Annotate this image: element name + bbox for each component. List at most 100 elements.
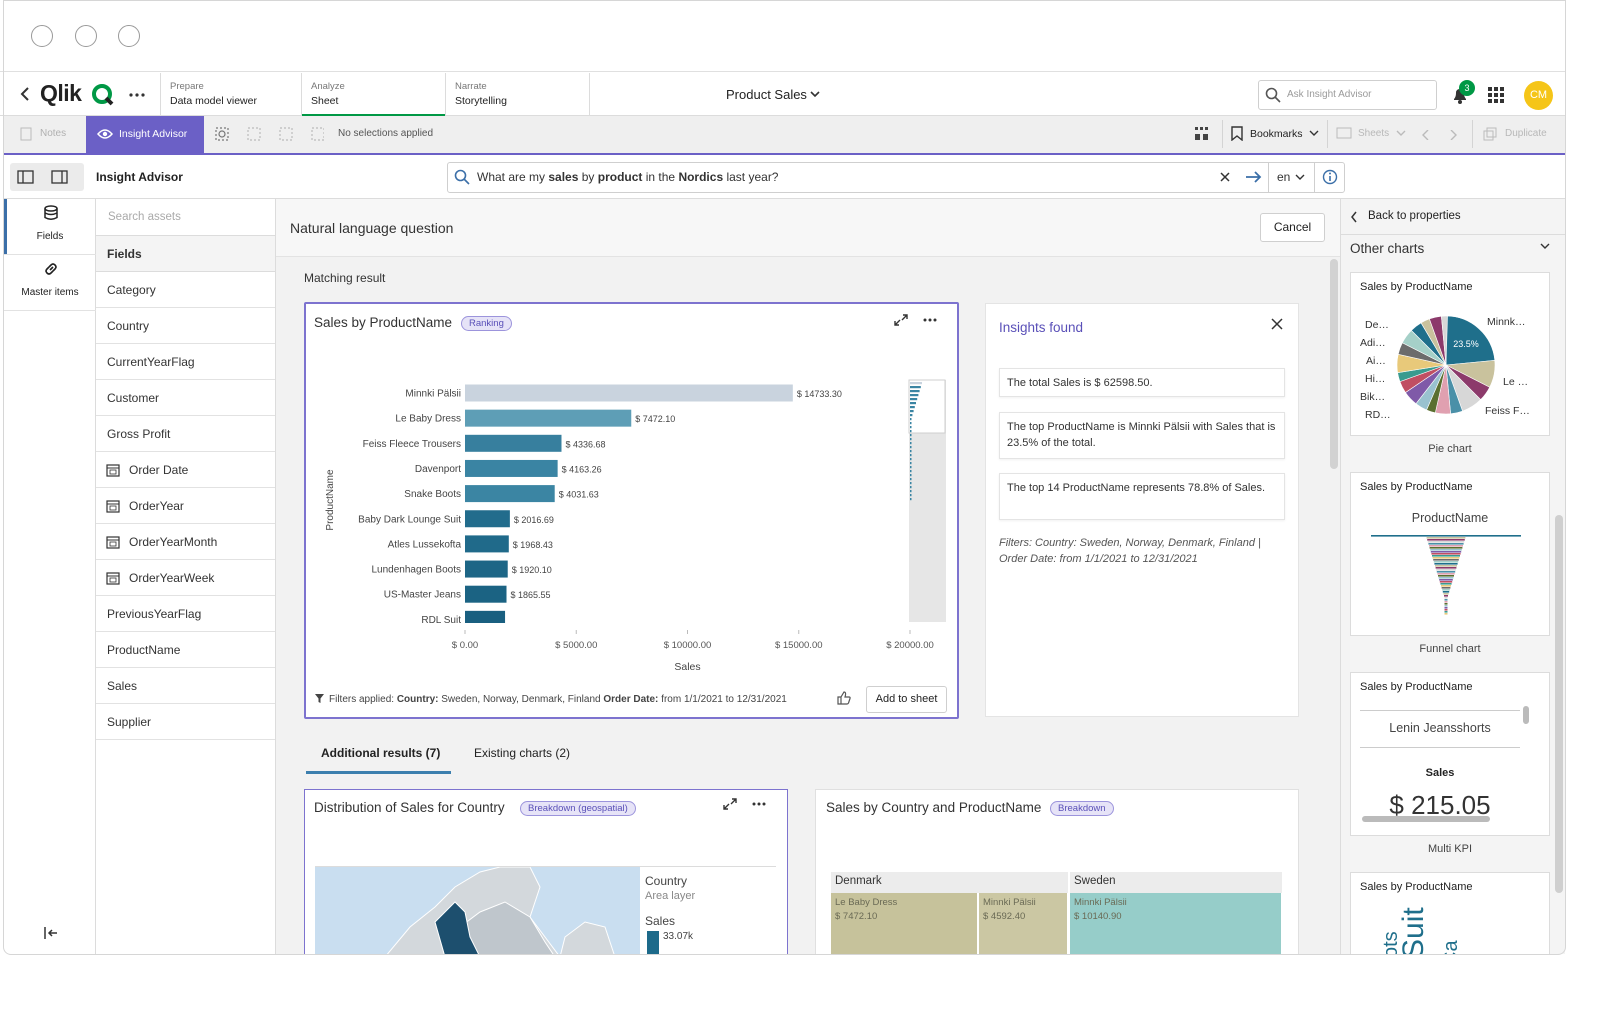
scrollbar[interactable] xyxy=(1555,515,1563,893)
panel-toggles[interactable] xyxy=(10,163,84,191)
field-item[interactable] xyxy=(96,524,275,560)
app-name[interactable]: Product Sales xyxy=(726,87,807,102)
avatar[interactable]: CM xyxy=(1524,81,1553,110)
close-icon[interactable] xyxy=(1271,318,1283,330)
result-card[interactable] xyxy=(304,302,959,719)
card-actions[interactable] xyxy=(893,313,941,327)
separator xyxy=(1327,120,1328,148)
insight-box xyxy=(999,473,1285,520)
card-actions[interactable] xyxy=(722,797,770,811)
category-label: US-Master Jeans xyxy=(384,590,461,601)
clear-icon[interactable] xyxy=(1220,172,1230,182)
like-icon[interactable] xyxy=(836,690,852,706)
panel-toggle-icons[interactable] xyxy=(17,169,79,185)
funnel-step xyxy=(1444,609,1448,611)
legend-text: Sales xyxy=(645,914,676,928)
funnel-step xyxy=(1432,555,1460,557)
search-box[interactable] xyxy=(1258,80,1437,110)
pie-label: Feiss F… xyxy=(1485,405,1530,417)
cell-value: $ 7472.10 xyxy=(835,911,878,922)
bookmarks-button[interactable]: Bookmarks xyxy=(1250,128,1303,140)
sheet-nav[interactable] xyxy=(1396,130,1462,140)
field-item[interactable] xyxy=(96,632,275,668)
funnel-step xyxy=(1444,611,1448,613)
language[interactable]: en xyxy=(1277,170,1291,184)
value-label: $ 4336.68 xyxy=(565,439,605,449)
grid-icon[interactable] xyxy=(1195,127,1209,141)
info-icon[interactable] xyxy=(1322,169,1338,185)
more-icon[interactable] xyxy=(128,92,146,98)
collapse-icon[interactable] xyxy=(43,926,59,940)
minimap-tick xyxy=(910,446,912,449)
word: Suit xyxy=(1397,907,1430,954)
tab-sub: Data model viewer xyxy=(170,95,257,107)
kpi-value: $ 215.05 xyxy=(1389,790,1491,816)
filter-part: Sweden, Norway, Denmark, Finland xyxy=(438,694,604,705)
thumbnail-card[interactable] xyxy=(1350,872,1550,954)
other-charts[interactable]: Other charts xyxy=(1350,241,1425,256)
kpi-item-box xyxy=(1360,710,1520,748)
submit-icon[interactable] xyxy=(1245,170,1263,184)
funnel-step xyxy=(1432,557,1460,559)
back-to-properties[interactable]: Back to properties xyxy=(1368,210,1461,222)
add-to-sheet-button[interactable]: Add to sheet xyxy=(866,686,947,713)
funnel-step xyxy=(1438,575,1454,577)
window-button[interactable] xyxy=(31,25,53,47)
field-item[interactable] xyxy=(96,704,275,740)
result-tab[interactable]: Existing charts (2) xyxy=(474,746,571,760)
field-item[interactable] xyxy=(96,488,275,524)
nav-master-items[interactable]: Master items xyxy=(21,287,79,298)
plot: Minnki Pälsii $ 14733.30 Le Baby Dress $ 74… xyxy=(358,384,842,623)
fields-heading-bg xyxy=(96,236,275,272)
thumbnail-card[interactable] xyxy=(1350,672,1550,836)
cell-name: Le Baby Dress xyxy=(835,897,898,908)
advisor-title: Insight Advisor xyxy=(96,170,183,184)
header-tab[interactable] xyxy=(302,73,445,116)
field-item[interactable] xyxy=(96,272,275,308)
field-item[interactable] xyxy=(96,560,275,596)
logo[interactable]: Qlik xyxy=(40,80,82,106)
cancel-button[interactable]: Cancel xyxy=(1260,213,1325,242)
legend-text: Area layer xyxy=(645,890,696,902)
field-item[interactable] xyxy=(96,452,275,488)
field-item[interactable] xyxy=(96,380,275,416)
insight-advisor-label: Insight Advisor xyxy=(119,128,188,140)
treemap-badge: Breakdown xyxy=(1050,801,1114,816)
result-tab[interactable]: Additional results (7) xyxy=(321,746,441,760)
kpi-item: Lenin Jeansshorts xyxy=(1389,721,1491,735)
window-button[interactable] xyxy=(118,25,140,47)
filter-icon xyxy=(315,694,324,703)
assets-search[interactable] xyxy=(96,199,275,236)
chevron[interactable] xyxy=(1540,243,1550,251)
calendar-icon xyxy=(106,536,120,549)
bookmark-icon xyxy=(1231,126,1243,141)
category-label: Le Baby Dress xyxy=(395,414,461,425)
search-placeholder: Ask Insight Advisor xyxy=(1287,89,1372,100)
apps-icon[interactable] xyxy=(1488,87,1504,103)
value-label: $ 4031.63 xyxy=(559,490,599,500)
notes-button[interactable]: Notes xyxy=(40,128,67,139)
window-button[interactable] xyxy=(75,25,97,47)
sheets-button[interactable]: Sheets xyxy=(1358,128,1390,139)
field-item[interactable] xyxy=(96,596,275,632)
chevron[interactable] xyxy=(809,90,821,100)
field-item[interactable] xyxy=(96,308,275,344)
legend-swatch xyxy=(647,931,659,954)
back-icon[interactable] xyxy=(1350,211,1358,223)
duplicate-button[interactable]: Duplicate xyxy=(1505,128,1547,139)
nav-fields[interactable]: Fields xyxy=(36,231,64,242)
back-icon[interactable] xyxy=(18,86,32,102)
scrollbar[interactable] xyxy=(1330,259,1338,469)
kpi-scroll-v xyxy=(1523,706,1529,724)
kpi-scroll-h xyxy=(1362,816,1490,822)
question-input[interactable] xyxy=(447,162,1345,193)
x-tick-label: $ 0.00 xyxy=(452,640,478,651)
field-item[interactable] xyxy=(96,344,275,380)
field-item[interactable] xyxy=(96,668,275,704)
category-label: Baby Dark Lounge Suit xyxy=(358,514,461,525)
field-item[interactable] xyxy=(96,416,275,452)
value-label: $ 1920.10 xyxy=(512,565,552,575)
funnel-step xyxy=(1444,605,1448,607)
tab-separator xyxy=(445,73,446,116)
selection-tools[interactable] xyxy=(214,126,324,142)
